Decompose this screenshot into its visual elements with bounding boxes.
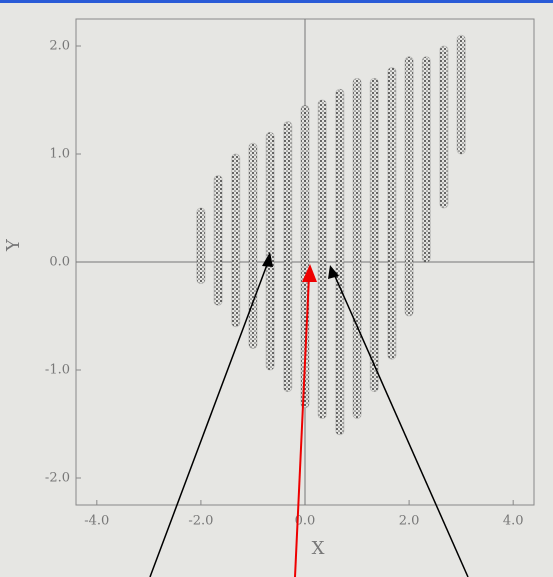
point-stripe	[456, 34, 466, 155]
point-stripe	[369, 77, 379, 393]
point-stripe	[335, 88, 345, 436]
y-tick-label: 2.0	[49, 39, 70, 54]
point-stripe	[387, 67, 397, 360]
arrows	[149, 252, 469, 577]
y-axis-label: Y	[3, 238, 24, 252]
point-stripe	[283, 121, 293, 393]
point-stripe	[196, 207, 206, 285]
x-tick-label: 2.0	[399, 514, 420, 529]
marks: -4.0 -2.0 0.0 2.0 4.0 -2.0 -1.0 0.0 1.0 2.0	[45, 19, 534, 529]
y-tick-label: -1.0	[45, 363, 70, 378]
x-tick-label: -4.0	[84, 514, 109, 529]
point-stripe	[265, 131, 275, 371]
point-stripe	[213, 175, 223, 306]
arrowhead-left	[262, 252, 273, 267]
arrow-center	[294, 275, 310, 577]
point-stripe	[421, 56, 431, 263]
y-tick-label: 1.0	[49, 147, 70, 162]
point-stripe	[404, 56, 414, 317]
arrow-right	[333, 273, 469, 577]
point-stripe	[231, 153, 241, 328]
x-tick-label: 4.0	[503, 514, 524, 529]
x-tick-label: -2.0	[188, 514, 213, 529]
point-stripe	[352, 77, 362, 420]
x-tick-label: 0.0	[295, 514, 316, 529]
point-stripe	[317, 99, 327, 420]
arrowhead-center	[302, 264, 317, 282]
y-tick-label: 0.0	[49, 255, 70, 270]
top-band	[0, 0, 553, 3]
point-stripe	[248, 142, 258, 349]
arrow-left	[149, 261, 269, 577]
x-axis-label: X	[312, 538, 325, 559]
point-stripe	[439, 45, 449, 209]
arrowhead-right	[328, 265, 339, 279]
y-tick-label: -2.0	[45, 471, 70, 486]
